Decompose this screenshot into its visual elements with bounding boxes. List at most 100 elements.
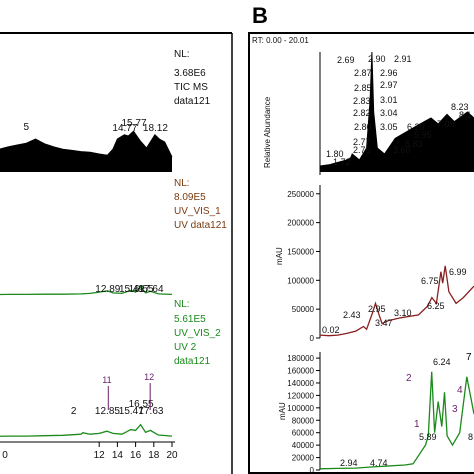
- b-top-peak-label: 2.97: [380, 80, 398, 90]
- b-top-peak-label: 7.09: [437, 119, 455, 129]
- b-top-peak-label: 8.1: [459, 110, 472, 120]
- a-bot-x-tick-label: 14: [112, 450, 124, 461]
- b-top-peak-label: 1.80: [326, 149, 344, 159]
- a-bot-x-tick-label: 16: [130, 450, 142, 461]
- nl-a-bot-2: UV_VIS_2: [174, 328, 221, 339]
- b-top-peak-label: 5.95: [414, 130, 432, 140]
- b-bot-peak-label: 5.89: [419, 432, 437, 442]
- b-mid-y-tick-label: 200000: [287, 219, 314, 228]
- panel-a-top-nl: NL: 3.68E6 TIC MS data121: [174, 49, 211, 107]
- a-bot-marker-label: 12: [144, 372, 154, 382]
- nl-a-bot-0: NL:: [174, 299, 190, 310]
- b-bot-marker-label: 2: [406, 373, 412, 384]
- b-top-peak-label: 6.20: [407, 122, 425, 132]
- a-bot-x-tick-label: 20: [166, 450, 178, 461]
- a-top-peak-label: 14.77: [112, 123, 137, 134]
- b-mid-peak-label: 0.02: [322, 325, 340, 335]
- nl-a-top-0: NL:: [174, 49, 190, 60]
- b-bot-marker-label: 7: [466, 352, 472, 363]
- panel-a-bottom-nl: NL: 5.61E5 UV_VIS_2 UV 2 data121: [174, 299, 221, 367]
- b-top-peak-label: 2.91: [394, 54, 412, 64]
- b-mid-y-tick-label: 250000: [287, 190, 314, 199]
- b-mid-peak-label: 6.25: [427, 301, 445, 311]
- b-bot-marker-label: 3: [452, 404, 458, 415]
- a-bot-x-tick-label: 0: [2, 450, 8, 461]
- a-mid-peak-label: 12.89: [95, 284, 120, 295]
- b-bot-y-tick-label: 80000: [292, 416, 315, 425]
- b-top-peak-label: 1.72: [333, 157, 351, 167]
- nl-a-bot-3: UV 2: [174, 342, 197, 353]
- b-bot-peak-label: 4.74: [370, 458, 388, 468]
- b-mid-peak-label: 2.95: [368, 304, 386, 314]
- b-top-peak-label: 5.83: [405, 139, 423, 149]
- b-bot-y-tick-label: 140000: [287, 379, 314, 388]
- b-bot-y-tick-label: 120000: [287, 391, 314, 400]
- a-bot-marker-label: 11: [102, 375, 111, 385]
- b-top-peak-label: 3.01: [380, 95, 398, 105]
- a-mid-peak-label: 15.49: [119, 284, 144, 295]
- nl-a-top-1: 3.68E6: [174, 68, 206, 79]
- a-top-trace-area: [0, 131, 172, 172]
- nl-a-bot-1: 5.61E5: [174, 314, 206, 325]
- b-mid-peak-label: 6.99: [449, 267, 467, 277]
- b-bot-edge-fragment: 8: [468, 432, 473, 442]
- a-bot-trace-line: [0, 423, 173, 437]
- nl-a-top-2: TIC MS: [174, 82, 208, 93]
- panel-b-bottom-chart: mAU 0 20000 40000 60000 80000 100000 120000 1400…: [278, 352, 474, 474]
- panel-a-middle-nl: NL: 8.09E5 UV_VIS_1 UV data121: [174, 178, 227, 231]
- b-mid-y-tick-label: 150000: [287, 247, 314, 256]
- b-bot-y-tick-label: 60000: [292, 429, 315, 438]
- b-bot-marker-label: 4: [457, 385, 463, 396]
- b-mid-peak-label: 2.43: [343, 310, 361, 320]
- b-mid-peak-label: 6.75: [421, 276, 439, 286]
- a-bot-peak-label: 12.85: [95, 406, 120, 417]
- b-top-peak-label: 2.90: [368, 54, 386, 64]
- nl-a-top-3: data121: [174, 96, 211, 107]
- b-bot-peak-label: 2.94: [340, 458, 358, 468]
- b-bot-marker-label: 1: [414, 419, 420, 430]
- b-bot-y-label: mAU: [278, 402, 287, 420]
- nl-a-mid-1: 8.09E5: [174, 192, 206, 203]
- b-mid-peak-label: 3.10: [394, 308, 412, 318]
- b-top-peak-label: 3.05: [380, 122, 398, 132]
- b-bot-y-tick-label: 180000: [287, 354, 314, 363]
- b-top-peak-label: 2.80: [354, 122, 372, 132]
- b-bot-y-tick-label: 100000: [287, 404, 314, 413]
- b-top-peak-label: 3.04: [380, 108, 398, 118]
- b-bot-y-tick-label: 20000: [292, 454, 315, 463]
- b-top-peak-label: 2.76: [353, 145, 371, 155]
- b-mid-trace-line: [319, 265, 474, 337]
- b-top-trace-line: [319, 51, 474, 167]
- a-bot-peak-label: 16.55: [129, 399, 154, 410]
- a-mid-peak-label: 16.55: [129, 284, 154, 295]
- b-bot-y-tick-label: 0: [310, 466, 315, 474]
- a-mid-peak-label: 17.64: [139, 284, 164, 295]
- a-bot-x-tick-label: 12: [94, 450, 106, 461]
- b-top-peak-label: 2.69: [337, 55, 355, 65]
- panel-b-top-chart: Relative Abundance 1.721.80 2.69 2.762.77 2.…: [263, 51, 474, 175]
- b-top-y-label: Relative Abundance: [263, 96, 272, 168]
- rt-header: RT: 0.00 - 20.01: [252, 36, 309, 45]
- b-bot-y-tick-label: 160000: [287, 367, 314, 376]
- a-bot-peak-label: 17.63: [138, 406, 163, 417]
- nl-a-mid-0: NL:: [174, 178, 190, 189]
- a-mid-trace-line: [0, 285, 173, 296]
- b-mid-peak-label: 3.47: [375, 318, 393, 328]
- b-top-peak-label: 2.87: [354, 68, 372, 78]
- b-top-peak-label: 2.96: [380, 68, 398, 78]
- b-top-peak-label: 2.82: [353, 108, 371, 118]
- nl-a-mid-2: UV_VIS_1: [174, 206, 221, 217]
- a-top-trace-line: [0, 130, 173, 158]
- nl-a-mid-3: UV data121: [174, 220, 227, 231]
- b-mid-y-tick-label: 0: [310, 334, 315, 343]
- b-top-peak-label: 2.85: [354, 83, 372, 93]
- b-mid-y-tick-label: 50000: [292, 305, 315, 314]
- panel-b: B RT: 0.00 - 20.01 Relative Abundance 1.7…: [248, 3, 474, 474]
- b-bot-trace-line: [319, 371, 474, 470]
- b-top-trace-area: [320, 52, 474, 172]
- b-bot-y-tick-label: 40000: [292, 441, 315, 450]
